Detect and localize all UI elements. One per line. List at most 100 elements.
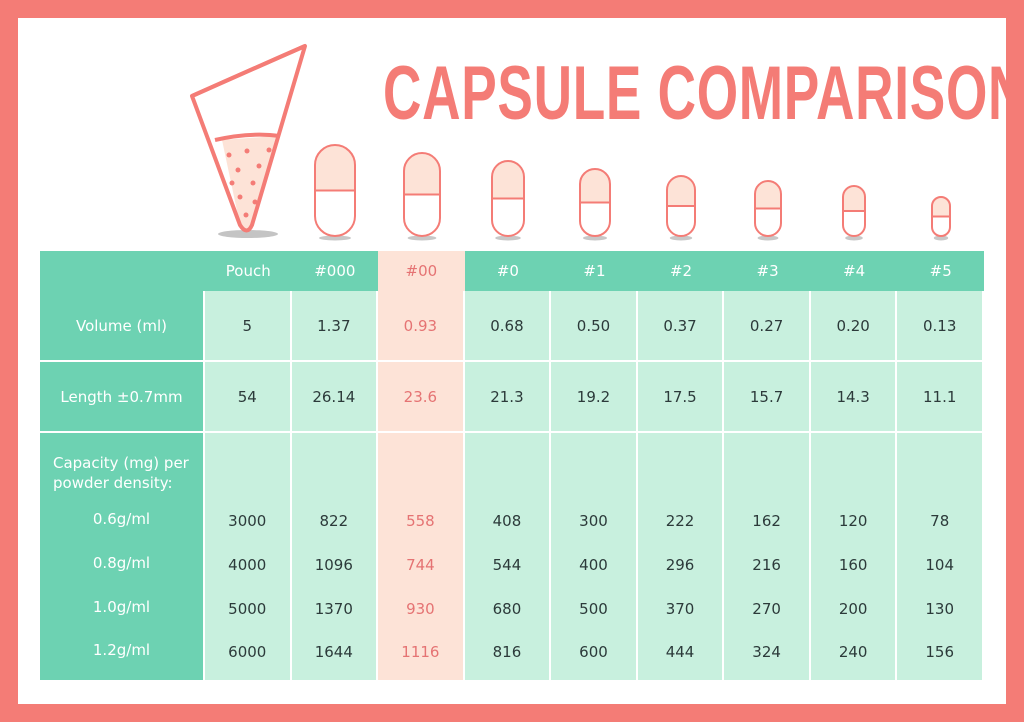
table-cell: 130 [925, 600, 955, 618]
column-header: #3 [724, 251, 811, 291]
capsule-cap-fill [843, 186, 865, 211]
column-header: #5 [897, 251, 984, 291]
pouch-fill [222, 136, 276, 231]
table-cell: 370 [665, 600, 695, 618]
table-cell: 1644 [314, 643, 353, 661]
powder-dot [250, 180, 256, 186]
table-cell: 0.13 [897, 291, 984, 362]
capsule-cap-fill [755, 181, 781, 209]
capacity-label: Capacity (mg) per [53, 454, 189, 472]
capacity-column: 120 160 200 240 [810, 433, 898, 682]
capacity-column: 822 1096 1370 1644 [291, 433, 379, 682]
table-cell: 3000 [228, 512, 267, 530]
table-cell: 296 [665, 556, 695, 574]
table-cell: 240 [838, 643, 868, 661]
density-label: 1.0g/ml [92, 598, 151, 616]
capsule-shadow [583, 235, 607, 241]
column-header: #00 [378, 251, 465, 291]
column-header: #0 [464, 251, 552, 291]
pouch-shadow [218, 230, 278, 238]
capacity-column: 162 216 270 324 [724, 433, 811, 682]
table-cell: 160 [838, 556, 868, 574]
table-cell: 120 [838, 512, 868, 530]
capacity-column: 222 296 370 444 [637, 433, 725, 682]
comparison-table: Pouch #000 #00 #0 #1 #2 #3 #4 #5 Volume (ml) 5 1.37… [40, 251, 984, 682]
table-cell: 0.37 [637, 291, 725, 362]
density-label: 0.8g/ml [92, 554, 151, 572]
capsule-cap-fill [580, 169, 610, 203]
table-cell: 162 [752, 512, 781, 530]
column-header: #4 [810, 251, 898, 291]
table-cell: 822 [319, 512, 349, 530]
table-cell: 1370 [314, 600, 353, 618]
row-label-length: Length ±0.7mm [40, 362, 205, 433]
table-cell: 222 [665, 512, 695, 530]
density-label: 1.2g/ml [92, 641, 151, 659]
table-cell: 4000 [228, 556, 267, 574]
table-cell: 1096 [314, 556, 353, 574]
table-cell: 744 [406, 556, 435, 574]
table-cell: 26.14 [291, 362, 379, 433]
table-cell: 15.7 [724, 362, 811, 433]
column-header: #2 [637, 251, 725, 291]
table-cell: 23.6 [378, 362, 465, 433]
table-cell: 0.50 [551, 291, 638, 362]
table-cell: 54 [205, 362, 292, 433]
table-cell: 816 [492, 643, 522, 661]
capsule-cap-fill [932, 197, 950, 217]
table-cell: 156 [925, 643, 955, 661]
table-cell: 0.20 [810, 291, 898, 362]
pouch-rim [191, 44, 306, 98]
table-cell: 444 [665, 643, 695, 661]
pouch-cone-icon [190, 44, 307, 233]
table-cell: 408 [492, 512, 522, 530]
row-label-capacity: Capacity (mg) per powder density: 0.6g/ml 0… [40, 433, 205, 682]
capsule-shadow [319, 235, 351, 241]
powder-dot [243, 212, 249, 218]
capacity-column: 408 544 680 816 [464, 433, 552, 682]
pouch-powder-line [214, 132, 281, 142]
capacity-column: 78 104 130 156 [897, 433, 984, 682]
table-cell: 930 [406, 600, 435, 618]
capsule-shadow [757, 235, 779, 241]
capsule-shadow [933, 235, 949, 241]
table-cell: 17.5 [637, 362, 725, 433]
density-label: 0.6g/ml [92, 510, 151, 528]
table-cell: 1116 [401, 643, 440, 661]
table-cell: 400 [579, 556, 608, 574]
powder-dot [266, 147, 272, 153]
capsule-shadow [669, 235, 693, 241]
capsule-shadow [407, 235, 437, 241]
column-header: #000 [291, 251, 379, 291]
table-cell: 0.93 [378, 291, 465, 362]
table-cell: 324 [752, 643, 781, 661]
capacity-column: 3000 4000 5000 6000 [205, 433, 292, 682]
table-cell: 21.3 [464, 362, 552, 433]
powder-dot [226, 152, 232, 158]
column-header: Pouch [205, 251, 292, 291]
table-cell: 558 [406, 512, 435, 530]
capsule-shadow [495, 235, 521, 241]
table-cell: 5 [205, 291, 292, 362]
capsule-cap-fill [315, 145, 355, 191]
table-cell: 0.68 [464, 291, 552, 362]
capacity-column: 300 400 500 600 [551, 433, 638, 682]
capsule-shadow [845, 235, 863, 241]
table-cell: 11.1 [897, 362, 984, 433]
table-cell: 300 [579, 512, 608, 530]
table-cell: 19.2 [551, 362, 638, 433]
table-cell: 104 [925, 556, 955, 574]
capsule-cap-fill [404, 153, 440, 195]
table-cell: 1.37 [291, 291, 379, 362]
capacity-column: 558 744 930 1116 [378, 433, 465, 682]
table-cell: 200 [838, 600, 868, 618]
powder-dot [237, 194, 243, 200]
capsule-cap-fill [492, 161, 524, 199]
table-cell: 544 [492, 556, 522, 574]
header-corner [40, 251, 205, 291]
row-label-volume: Volume (ml) [40, 291, 205, 362]
table-cell: 270 [752, 600, 781, 618]
capsule-cap-fill [667, 176, 695, 206]
table-cell: 0.27 [724, 291, 811, 362]
